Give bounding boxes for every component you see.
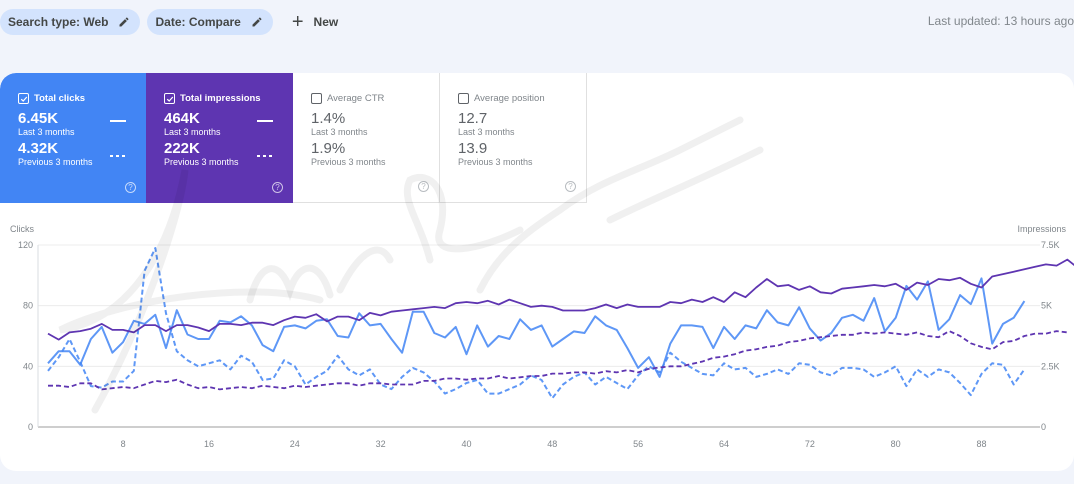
metric-label: Average position bbox=[474, 93, 545, 104]
left-axis-title: Clicks bbox=[10, 224, 34, 234]
pencil-icon[interactable] bbox=[118, 16, 130, 28]
metric-current-label: Last 3 months bbox=[18, 127, 75, 137]
solid-line-legend-icon bbox=[110, 120, 126, 122]
x-axis-tick: 80 bbox=[891, 439, 901, 449]
metric-label: Total impressions bbox=[180, 93, 261, 104]
metric-label: Total clicks bbox=[34, 93, 86, 104]
metric-current-label: Last 3 months bbox=[458, 127, 515, 137]
metric-previous-value: 222K bbox=[164, 140, 200, 157]
metric-current-label: Last 3 months bbox=[164, 127, 221, 137]
performance-line-chart[interactable]: Clicks Impressions 0 40 80 120 0 2.5K 5K 7.5K 8 16 2… bbox=[0, 73, 1074, 471]
left-axis-tick: 120 bbox=[18, 240, 33, 250]
last-updated-text: Last updated: 13 hours ago bbox=[927, 14, 1074, 28]
x-axis-tick: 56 bbox=[633, 439, 643, 449]
new-filter-button[interactable]: + New bbox=[292, 12, 338, 32]
x-axis-tick: 8 bbox=[121, 439, 126, 449]
performance-panel: Total clicks 6.45K Last 3 months 4.32K P… bbox=[0, 73, 1074, 471]
metric-current-value: 464K bbox=[164, 110, 200, 127]
filter-chip-date[interactable]: Date: Compare bbox=[147, 9, 273, 35]
plus-icon: + bbox=[291, 11, 304, 33]
help-icon[interactable]: ? bbox=[418, 181, 429, 192]
metric-current-value: 12.7 bbox=[458, 110, 488, 127]
metric-current-value: 1.4% bbox=[311, 110, 346, 127]
metric-card-total-clicks[interactable]: Total clicks 6.45K Last 3 months 4.32K P… bbox=[0, 73, 146, 203]
pencil-icon[interactable] bbox=[251, 16, 263, 28]
checkbox-unchecked-icon[interactable] bbox=[311, 93, 322, 104]
right-axis-tick: 2.5K bbox=[1041, 361, 1060, 371]
dashed-line-legend-icon bbox=[257, 155, 273, 157]
metric-previous-value: 13.9 bbox=[458, 140, 488, 157]
metric-previous-label: Previous 3 months bbox=[458, 157, 533, 167]
x-axis-tick: 40 bbox=[461, 439, 471, 449]
metric-card-average-ctr[interactable]: Average CTR 1.4% Last 3 months 1.9% Prev… bbox=[293, 73, 440, 203]
metric-card-average-position[interactable]: Average position 12.7 Last 3 months 13.9… bbox=[440, 73, 587, 203]
metric-previous-label: Previous 3 months bbox=[311, 157, 386, 167]
left-axis-tick: 40 bbox=[23, 361, 33, 371]
right-axis-title: Impressions bbox=[1017, 224, 1066, 234]
metric-current-value: 6.45K bbox=[18, 110, 59, 127]
metric-current-label: Last 3 months bbox=[311, 127, 368, 137]
metric-label: Average CTR bbox=[327, 93, 385, 104]
right-axis-tick: 7.5K bbox=[1041, 240, 1060, 250]
metric-previous-value: 1.9% bbox=[311, 140, 346, 157]
metric-cards: Total clicks 6.45K Last 3 months 4.32K P… bbox=[0, 73, 587, 203]
left-axis-tick: 0 bbox=[28, 422, 33, 432]
checkbox-unchecked-icon[interactable] bbox=[458, 93, 469, 104]
help-icon[interactable]: ? bbox=[125, 182, 136, 193]
metric-previous-label: Previous 3 months bbox=[164, 157, 239, 167]
x-axis-tick: 16 bbox=[204, 439, 214, 449]
filter-chip-label: Date: Compare bbox=[155, 15, 241, 29]
left-axis-tick: 80 bbox=[23, 301, 33, 311]
right-axis-tick: 5K bbox=[1041, 301, 1052, 311]
checkbox-checked-icon[interactable] bbox=[18, 93, 29, 104]
help-icon[interactable]: ? bbox=[272, 182, 283, 193]
x-axis-tick: 32 bbox=[376, 439, 386, 449]
filter-chip-search-type[interactable]: Search type: Web bbox=[0, 9, 141, 35]
new-filter-label: New bbox=[313, 15, 339, 29]
previous-impressions-line[interactable] bbox=[48, 330, 1068, 391]
filter-chip-label: Search type: Web bbox=[8, 15, 109, 29]
x-axis-tick: 24 bbox=[290, 439, 300, 449]
current-impressions-line[interactable] bbox=[47, 258, 1074, 341]
metric-previous-value: 4.32K bbox=[18, 140, 59, 157]
metric-card-total-impressions[interactable]: Total impressions 464K Last 3 months 222… bbox=[146, 73, 293, 203]
dashed-line-legend-icon bbox=[110, 155, 126, 157]
x-axis-tick: 64 bbox=[719, 439, 729, 449]
x-axis-tick: 72 bbox=[805, 439, 815, 449]
solid-line-legend-icon bbox=[257, 120, 273, 122]
checkbox-checked-icon[interactable] bbox=[164, 93, 175, 104]
x-axis-tick: 88 bbox=[977, 439, 987, 449]
metric-previous-label: Previous 3 months bbox=[18, 157, 93, 167]
previous-clicks-line[interactable] bbox=[47, 247, 1026, 400]
help-icon[interactable]: ? bbox=[565, 181, 576, 192]
x-axis-tick: 48 bbox=[547, 439, 557, 449]
right-axis-tick: 0 bbox=[1041, 422, 1046, 432]
filter-bar: Search type: Web Date: Compare + New Las… bbox=[0, 0, 1074, 44]
current-clicks-line[interactable] bbox=[47, 277, 1026, 378]
